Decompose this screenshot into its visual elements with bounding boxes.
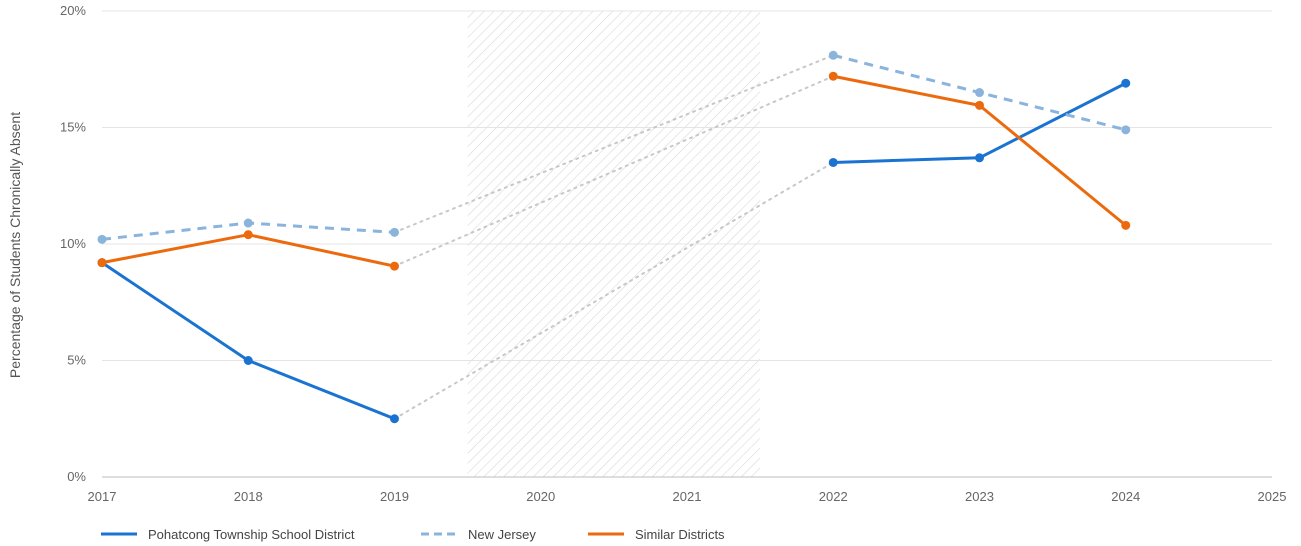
x-tick-label: 2022 (819, 489, 848, 504)
y-tick-label: 0% (67, 469, 86, 484)
pohatcong-township-school-district-point (975, 153, 984, 163)
pohatcong-township-school-district-point (390, 414, 399, 424)
similar-districts-point (975, 100, 984, 110)
similar-districts-line (831, 74, 1128, 227)
pohatcong-township-school-district-line (100, 261, 396, 421)
legend: Pohatcong Township School District New Je… (101, 527, 725, 542)
x-tick-label: 2019 (380, 489, 409, 504)
x-tick-label: 2017 (88, 489, 117, 504)
new-jersey-point (243, 218, 253, 228)
similar-districts-gap-connector (393, 75, 835, 268)
x-tick-label: 2021 (673, 489, 702, 504)
new-jersey-point (975, 88, 984, 98)
pohatcong-township-school-district-gap-connector (393, 161, 835, 420)
similar-districts-point (828, 71, 838, 81)
new-jersey-point (97, 234, 107, 244)
y-tick-label: 5% (67, 353, 86, 368)
new-jersey-point (828, 50, 838, 60)
pohatcong-township-school-district-point (828, 157, 838, 167)
legend-label: Similar Districts (635, 527, 725, 542)
similar-districts-point (97, 258, 107, 268)
x-tick-label: 2024 (1111, 489, 1140, 504)
legend-label: New Jersey (468, 527, 536, 542)
pohatcong-township-school-district-point (243, 356, 253, 365)
y-tick-label: 20% (60, 3, 86, 18)
similar-districts-point (390, 261, 399, 271)
y-tick-label: 10% (60, 236, 86, 251)
x-tick-label: 2020 (526, 489, 555, 504)
y-tick-label: 15% (60, 120, 86, 135)
similar-districts-point (243, 230, 253, 240)
x-tick-label: 2018 (234, 489, 263, 504)
x-tick-label: 2025 (1258, 489, 1287, 504)
new-jersey-point (1121, 125, 1131, 135)
new-jersey-gap-connector (393, 54, 835, 234)
y-axis-title: Percentage of Students Chronically Absen… (7, 112, 23, 378)
new-jersey-point (390, 227, 399, 237)
similar-districts-point (1121, 220, 1131, 230)
legend-label: Pohatcong Township School District (148, 527, 355, 542)
similar-districts-line (100, 233, 396, 268)
pohatcong-township-school-district-point (1121, 78, 1131, 88)
x-tick-label: 2023 (965, 489, 994, 504)
